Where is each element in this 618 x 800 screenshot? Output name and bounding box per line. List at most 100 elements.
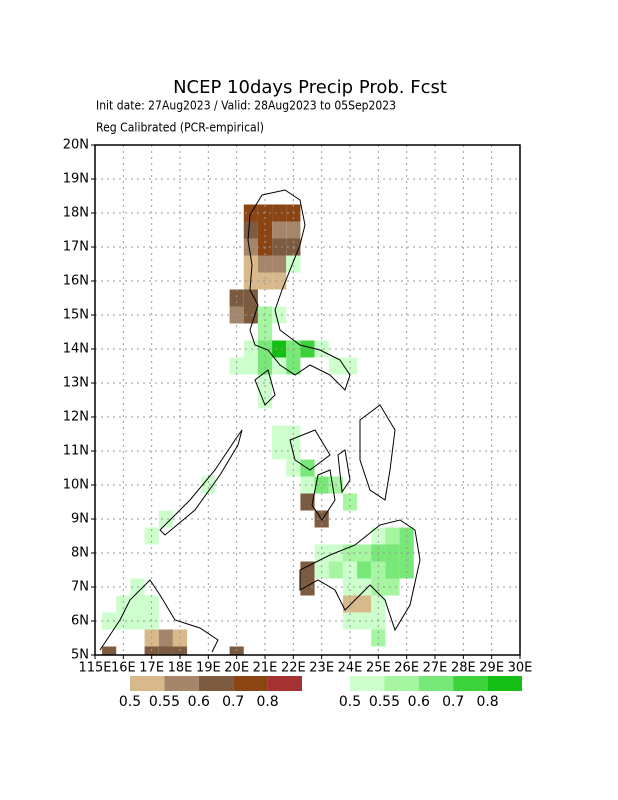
prob-cell	[102, 646, 117, 655]
coast-mindoro	[254, 369, 276, 406]
subtitle: Reg Calibrated (PCR-empirical)	[96, 120, 264, 135]
prob-cell	[286, 357, 301, 375]
prob-cell	[342, 493, 358, 511]
x-tick-label: 22E	[281, 661, 306, 676]
prob-cell	[300, 493, 315, 511]
prob-cell	[328, 561, 343, 579]
prob-cell	[144, 595, 159, 613]
coastline	[99, 189, 421, 653]
prob-cell	[272, 221, 287, 239]
prob-cell	[243, 238, 258, 256]
prob-cell	[272, 357, 287, 375]
prob-cell	[116, 595, 131, 613]
prob-cell	[300, 561, 315, 579]
prob-cell	[357, 578, 372, 596]
prob-cell	[286, 459, 301, 477]
colorbar-box	[267, 676, 302, 691]
y-tick-label: 14N	[63, 342, 89, 357]
prob-cell	[243, 255, 258, 273]
subtitle: Init date: 27Aug2023 / Valid: 28Aug2023 …	[96, 98, 396, 113]
prob-cell	[342, 578, 358, 596]
colorbar-label: 0.7	[222, 694, 244, 710]
colorbar-label: 0.55	[369, 694, 400, 710]
prob-cell	[286, 255, 301, 273]
prob-cell	[342, 561, 358, 579]
coast-cebu	[337, 449, 351, 494]
prob-cell	[300, 340, 315, 358]
prob-cell	[229, 357, 244, 375]
prob-cell	[102, 612, 117, 630]
coast-negros	[311, 469, 336, 521]
y-tick-label: 9N	[71, 512, 89, 527]
x-tick-label: 17E	[139, 661, 164, 676]
prob-cell	[371, 595, 386, 613]
y-tick-label: 16N	[63, 274, 89, 289]
prob-cell	[272, 272, 287, 290]
prob-cell	[243, 289, 258, 307]
x-tick-label: 25E	[366, 661, 391, 676]
prob-cell	[243, 357, 258, 375]
y-tick-label: 11N	[63, 444, 89, 459]
colorbar-label: 0.6	[188, 694, 210, 710]
coast-samar-leyte	[359, 404, 396, 501]
colorbar-label: 0.5	[119, 694, 141, 710]
y-tick-label: 15N	[63, 308, 89, 323]
coast-luzon	[247, 189, 351, 391]
prob-cell	[158, 629, 173, 647]
prob-cell	[300, 476, 315, 494]
prob-cell	[357, 595, 372, 613]
colorbar-box	[198, 676, 234, 691]
prob-cell	[272, 255, 287, 273]
coast-palawan	[159, 429, 243, 536]
x-tick-label: 26E	[394, 661, 419, 676]
prob-cell	[201, 476, 216, 494]
y-tick-label: 13N	[63, 376, 89, 391]
colorbar-box	[350, 676, 385, 691]
map-title: NCEP 10days Precip Prob. Fcst	[173, 77, 447, 98]
x-tick-label: 21E	[253, 661, 278, 676]
y-tick-label: 8N	[71, 546, 89, 561]
grid-layer: 115E 16E 17E 18E 19E 20E 21E 22E 23E 24E 25E 26E 27E…	[63, 138, 533, 676]
colorbar-label: 0.5	[339, 694, 361, 710]
y-tick-label: 20N	[63, 138, 89, 153]
colorbar-label: 0.6	[408, 694, 430, 710]
x-tick-label: 27E	[423, 661, 448, 676]
prob-cell	[243, 221, 258, 239]
prob-cell	[243, 306, 258, 324]
x-tick-label: 23E	[309, 661, 334, 676]
y-tick-label: 19N	[63, 172, 89, 187]
x-tick-label: 19E	[196, 661, 221, 676]
colorbar-box	[453, 676, 488, 691]
colorbar-box	[233, 676, 268, 691]
y-tick-label: 12N	[63, 410, 89, 425]
colorbar-box	[384, 676, 419, 691]
prob-cell	[229, 289, 244, 307]
legend: 0.5 0.55 0.6 0.7 0.8 0.5 0.55 0.6 0.7 0.8	[119, 676, 522, 710]
y-tick-label: 6N	[71, 614, 89, 629]
coast-borneo	[99, 579, 219, 653]
prob-cell	[272, 425, 287, 443]
prob-cell	[399, 561, 414, 579]
prob-cell	[342, 357, 358, 375]
x-tick-label: 29E	[479, 661, 504, 676]
x-tick-label: 20E	[224, 661, 249, 676]
colorbar-box	[487, 676, 522, 691]
prob-cell	[385, 561, 400, 579]
y-tick-label: 17N	[63, 240, 89, 255]
x-tick-label: 18E	[168, 661, 193, 676]
coast-mindanao	[299, 519, 421, 632]
colorbar-box	[418, 676, 454, 691]
colorbar-box	[130, 676, 165, 691]
x-tick-label: 115E	[78, 661, 111, 676]
prob-cell	[357, 561, 372, 579]
prob-cell	[357, 612, 372, 630]
prob-cell	[257, 255, 273, 273]
y-tick-label: 10N	[63, 478, 89, 493]
prob-cell	[328, 357, 343, 375]
prob-cell	[371, 561, 386, 579]
prob-cell	[272, 238, 287, 256]
y-tick-label: 7N	[71, 580, 89, 595]
x-tick-label: 30E	[508, 661, 533, 676]
prob-cell	[385, 578, 400, 596]
